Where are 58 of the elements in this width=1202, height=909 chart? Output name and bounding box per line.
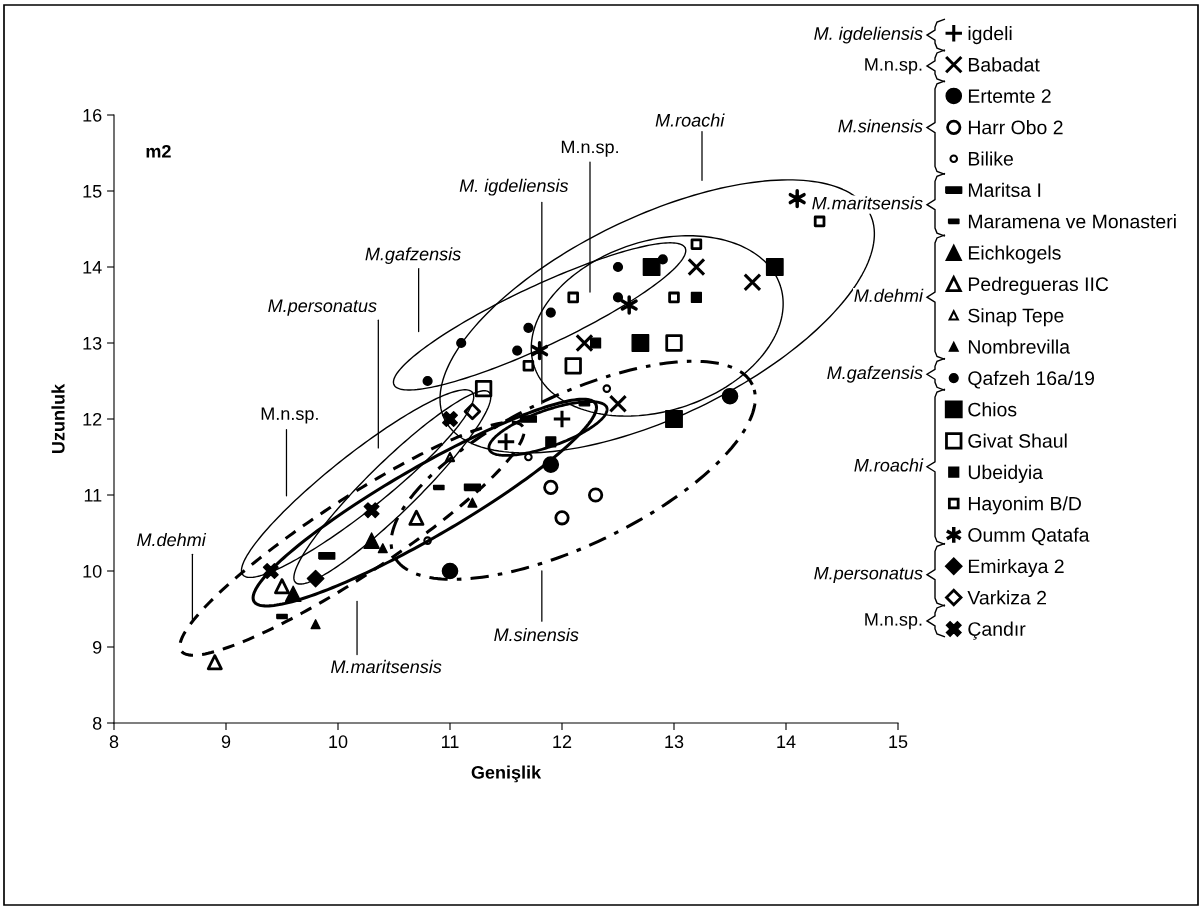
y-axis-title: Uzunluk (51, 383, 65, 454)
annotation: M.maritsensis (812, 196, 923, 210)
x-tick-label: 13 (665, 735, 684, 749)
legend-label: Givat Shaul (968, 433, 1067, 448)
legend-label: Ertemte 2 (968, 89, 1051, 103)
y-tick-label: 12 (83, 412, 102, 426)
y-tick-label: 16 (83, 108, 102, 122)
legend-label: igdeli (968, 26, 1012, 45)
x-tick-label: 15 (889, 735, 908, 749)
legend-label: Hayonim B/D (968, 496, 1081, 515)
x-tick-label: 8 (109, 735, 119, 749)
annotation: M.n.sp. (561, 140, 618, 157)
annotation: M.gafzensis (827, 365, 923, 383)
annotation: M.sinensis (494, 627, 579, 642)
x-tick-label: 11 (442, 735, 459, 748)
y-tick-label: 13 (83, 336, 102, 350)
annotation: M.dehmi (854, 288, 924, 303)
legend-label: Oumm Qatafa (968, 527, 1090, 546)
legend-label: Eichkogels (968, 245, 1061, 264)
x-axis-title: Genişlik (471, 765, 542, 783)
annotation: M.n.sp. (865, 613, 922, 630)
y-tick-label: 15 (83, 185, 102, 198)
legend-label: Ubeidyia (968, 464, 1044, 483)
x-tick-label: 9 (221, 735, 231, 749)
legend-label: Nombrevilla (968, 339, 1071, 354)
annotation: M.dehmi (137, 532, 207, 547)
x-tick-label: 14 (777, 735, 796, 748)
annotation: M. igdeliensis (459, 178, 569, 196)
legend-label: Maramena ve Monasteri (968, 214, 1176, 229)
legend-label: Qafzeh 16a/19 (968, 370, 1095, 389)
y-tick-label: 14 (83, 261, 102, 274)
legend-label: Sinap Tepe (968, 308, 1064, 327)
legend-label: Babadat (968, 57, 1040, 72)
text: m2 (146, 144, 171, 158)
legend-label: Chios (968, 402, 1017, 417)
x-tick-label: 10 (329, 735, 348, 749)
annotation: M.roachi (854, 458, 924, 472)
annotation: M.personatus (814, 566, 923, 584)
annotation: M.roachi (655, 113, 725, 127)
y-tick-label: 8 (92, 716, 102, 730)
annotation: M.sinensis (838, 119, 923, 133)
legend-label: Bilike (968, 151, 1013, 166)
legend-label: Çandır (968, 621, 1026, 640)
annotation: M.gafzensis (365, 247, 461, 265)
annotation: M.personatus (268, 299, 377, 316)
legend-label: Emirkaya 2 (968, 558, 1064, 578)
annotation: M.n.sp. (261, 407, 318, 424)
y-tick-label: 11 (84, 489, 102, 502)
y-tick-label: 10 (83, 564, 102, 578)
annotation: M.maritsensis (331, 659, 442, 674)
y-tick-label: 9 (93, 640, 102, 654)
legend-label: Pedregueras IIC (968, 276, 1109, 295)
legend-label: Varkiza 2 (967, 590, 1046, 605)
text: M. igdeliensis (814, 26, 923, 44)
x-tick-label: 12 (553, 735, 572, 748)
text: M.n.sp. (865, 58, 922, 75)
legend-label: Maritsa I (968, 182, 1041, 198)
legend-label: Harr Obo 2 (968, 120, 1063, 135)
